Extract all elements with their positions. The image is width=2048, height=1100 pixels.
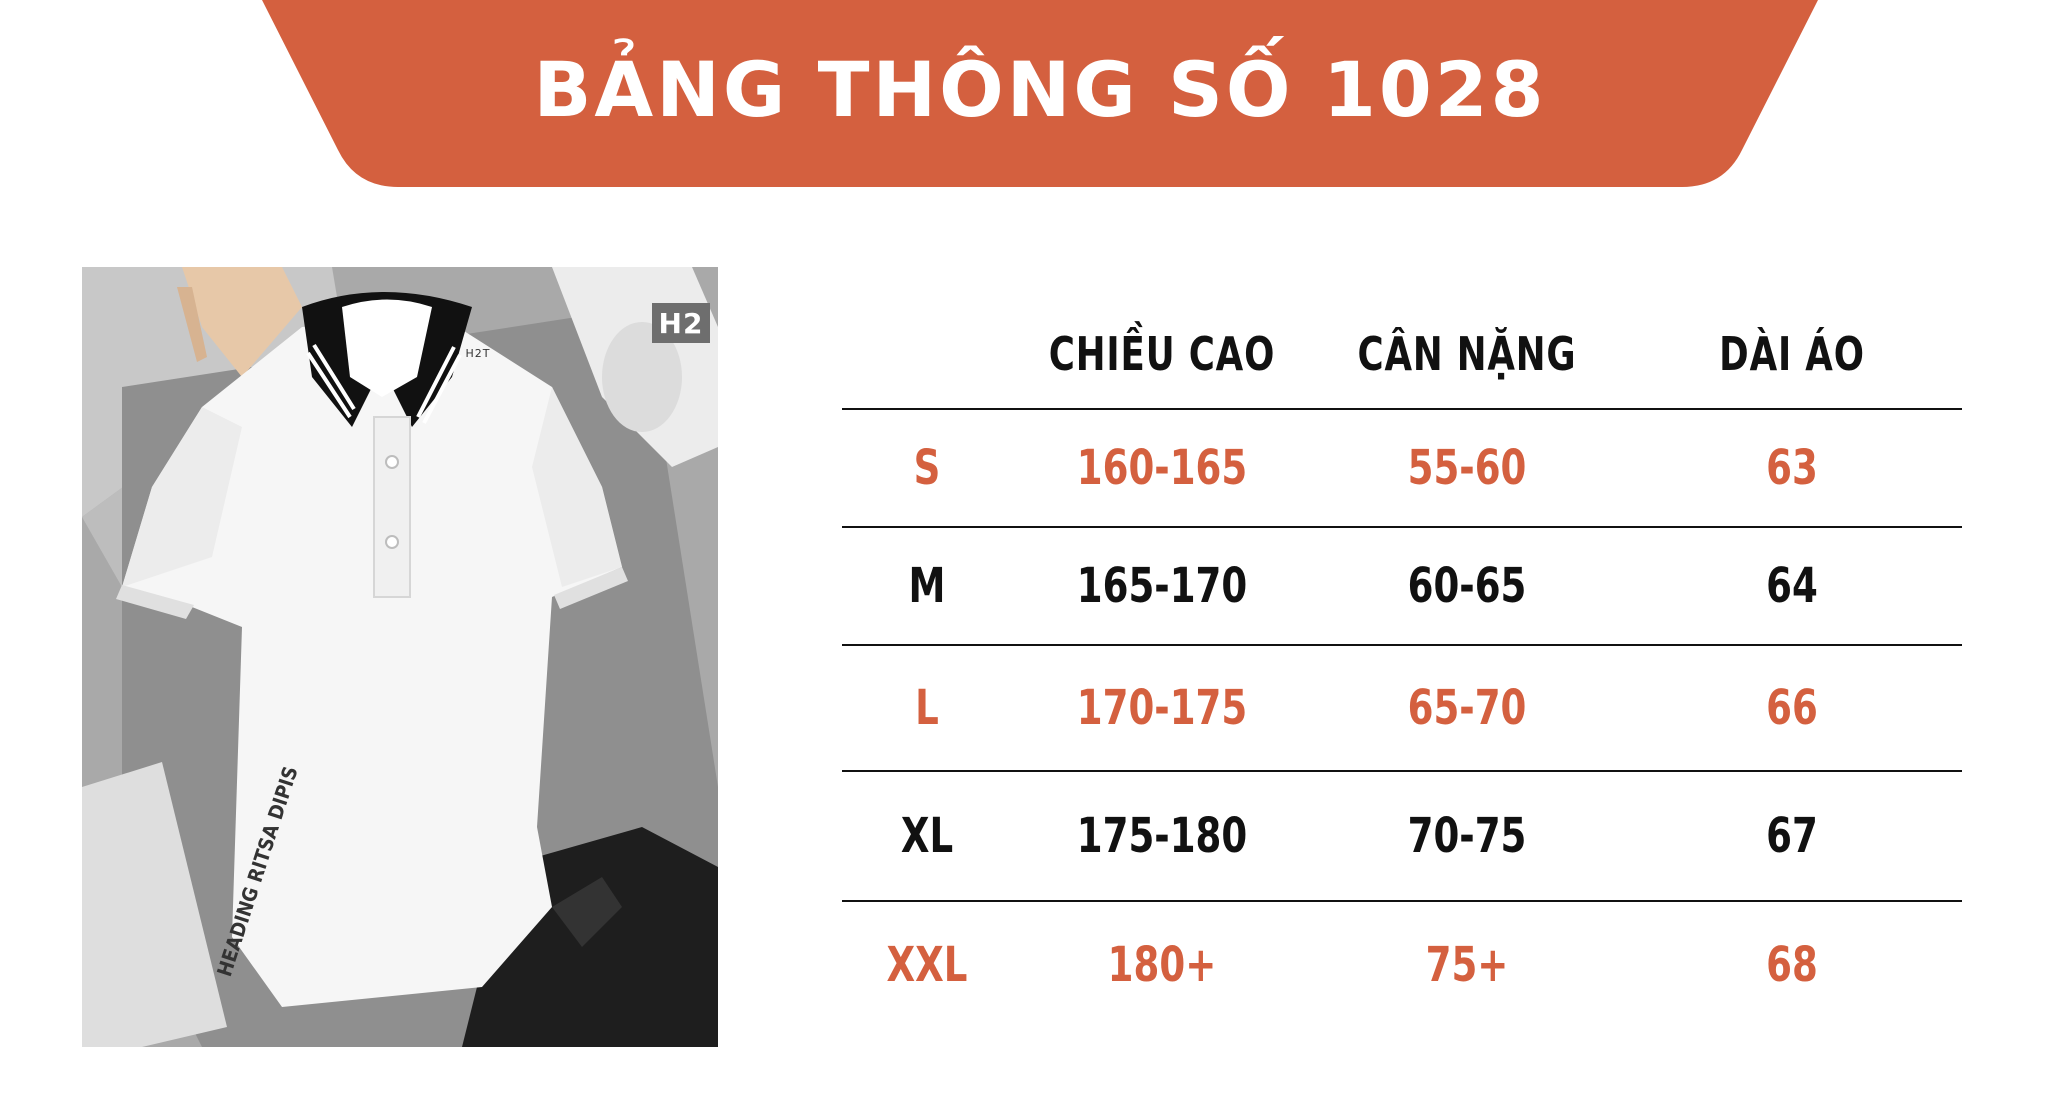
brand-badge: H2 <box>652 303 710 343</box>
product-photo: H2 H2T HEADING RITSA DIPIS DIP SINGH TEM… <box>82 267 718 1047</box>
length-cell: 63 <box>1766 440 1818 496</box>
table-row: S 160-165 55-60 63 <box>842 408 1962 526</box>
banner-shape <box>262 0 1818 187</box>
height-cell: 160-165 <box>1076 440 1248 496</box>
length-cell: 64 <box>1766 558 1818 614</box>
header-height: CHIỀU CAO <box>1048 327 1276 381</box>
weight-cell: 75+ <box>1425 937 1509 993</box>
title-banner: BẢNG THÔNG SỐ 1028 <box>262 0 1818 187</box>
header-weight: CÂN NẶNG <box>1357 327 1577 381</box>
size-cell: XL <box>900 808 954 864</box>
weight-cell: 55-60 <box>1407 440 1527 496</box>
size-cell: M <box>908 558 946 614</box>
length-cell: 66 <box>1766 680 1818 736</box>
page-title: BẢNG THÔNG SỐ 1028 <box>533 45 1547 134</box>
size-cell: S <box>913 440 941 496</box>
table-header: CHIỀU CAO CÂN NẶNG DÀI ÁO <box>842 300 1962 408</box>
size-table: CHIỀU CAO CÂN NẶNG DÀI ÁO S 160-165 55-6… <box>842 300 1962 1028</box>
height-cell: 170-175 <box>1076 680 1248 736</box>
header-size <box>854 300 1000 408</box>
table-row: M 165-170 60-65 64 <box>842 526 1962 644</box>
size-cell: XXL <box>886 937 968 993</box>
table-row: XL 175-180 70-75 67 <box>842 770 1962 900</box>
header-length: DÀI ÁO <box>1719 327 1865 381</box>
photo-scene <box>82 267 718 1047</box>
length-cell: 68 <box>1766 937 1818 993</box>
size-cell: L <box>915 680 939 736</box>
collar-tag: H2T <box>465 347 491 360</box>
length-cell: 67 <box>1766 808 1818 864</box>
height-cell: 175-180 <box>1076 808 1248 864</box>
table-row: XXL 180+ 75+ 68 <box>842 900 1962 1028</box>
weight-cell: 60-65 <box>1407 558 1527 614</box>
height-cell: 180+ <box>1107 937 1217 993</box>
table-row: L 170-175 65-70 66 <box>842 644 1962 770</box>
height-cell: 165-170 <box>1076 558 1248 614</box>
weight-cell: 65-70 <box>1407 680 1527 736</box>
weight-cell: 70-75 <box>1407 808 1527 864</box>
